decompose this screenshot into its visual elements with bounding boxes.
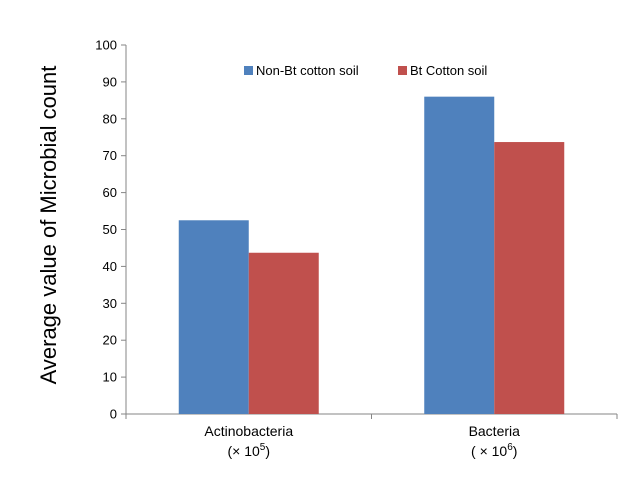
y-tick-label: 50 (103, 222, 117, 237)
category-labels: Actinobacteria (× 105) Bacteria ( × 106) (204, 423, 520, 459)
x-category-label: Bacteria (469, 423, 521, 439)
legend: Non-Bt cotton soil Bt Cotton soil (244, 63, 487, 78)
bar-bt-bacteria (494, 142, 565, 414)
y-tick-label: 60 (103, 185, 117, 200)
bar-non-bt-bacteria (424, 96, 495, 414)
legend-swatch (244, 66, 253, 75)
y-axis-label: Average value of Microbial count (36, 66, 61, 385)
y-tick-label: 30 (103, 296, 117, 311)
x-category-unit: (× 105) (227, 442, 270, 459)
legend-label: Non-Bt cotton soil (256, 63, 359, 78)
bar-bt-actinobacteria (248, 252, 319, 414)
y-tick-label: 90 (103, 74, 117, 89)
legend-swatch (398, 66, 407, 75)
y-tick-label: 40 (103, 259, 117, 274)
y-tick-label: 80 (103, 111, 117, 126)
y-tick-label: 10 (103, 370, 117, 385)
y-tick-label: 0 (110, 407, 117, 422)
y-tick-label: 20 (103, 333, 117, 348)
y-tick-label: 100 (95, 38, 117, 53)
plot-area: 0 10 20 30 40 50 60 70 80 90 100 (95, 38, 618, 422)
bar-non-bt-actinobacteria (178, 220, 249, 414)
legend-label: Bt Cotton soil (410, 63, 487, 78)
y-tick-label: 70 (103, 148, 117, 163)
x-category-label: Actinobacteria (204, 423, 293, 439)
x-category-unit: ( × 106) (471, 442, 517, 459)
